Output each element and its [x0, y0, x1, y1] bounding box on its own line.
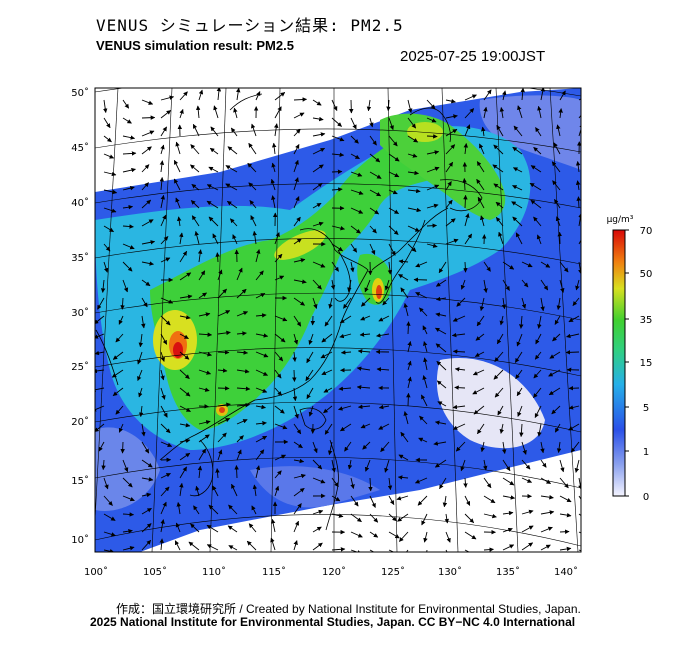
license-line: 2025 National Institute for Environmenta…	[90, 615, 575, 629]
lat-tick-label: 45˚	[71, 142, 89, 154]
wind-vector	[123, 442, 124, 453]
lat-tick-label: 50˚	[71, 87, 89, 99]
wind-vector	[408, 393, 409, 406]
lat-tick-label: 35˚	[71, 252, 89, 264]
colorbar-tick-label: 5	[643, 403, 649, 414]
wind-vector	[578, 197, 579, 208]
wind-vector	[332, 172, 342, 173]
lon-tick-label: 100˚	[84, 566, 108, 578]
latitude-axis: 50˚ 45˚ 40˚ 35˚ 30˚ 25˚ 20˚ 15˚ 10˚	[71, 87, 89, 546]
lon-tick-label: 110˚	[202, 566, 226, 578]
lat-tick-label: 25˚	[71, 361, 89, 373]
lat-tick-label: 30˚	[71, 307, 89, 319]
wind-vector	[427, 225, 437, 226]
wind-vector	[408, 322, 409, 334]
very-high-pm25-zone	[376, 285, 382, 299]
lat-tick-label: 20˚	[71, 416, 89, 428]
lat-tick-label: 40˚	[71, 197, 89, 209]
longitude-axis: 100˚ 105˚ 110˚ 115˚ 120˚ 125˚ 130˚ 135˚ …	[84, 566, 578, 578]
very-high-pm25-zone	[219, 407, 225, 413]
colorbar-tick-label: 1	[643, 447, 649, 458]
lon-tick-label: 115˚	[262, 566, 286, 578]
wind-vector	[560, 532, 569, 533]
wind-vector	[294, 370, 295, 382]
wind-vector	[218, 352, 229, 353]
wind-vector	[465, 262, 466, 272]
wind-vector	[427, 136, 437, 137]
lon-tick-label: 125˚	[381, 566, 405, 578]
wind-vector	[566, 352, 579, 353]
wind-vector	[199, 406, 209, 407]
colorbar-tick-label: 0	[643, 492, 649, 503]
colorbar-tick-label: 15	[640, 358, 653, 369]
lon-tick-label: 120˚	[322, 566, 346, 578]
lat-tick-label: 15˚	[71, 475, 89, 487]
wind-vector	[465, 195, 466, 208]
colorbar-tick-label: 50	[640, 269, 653, 280]
colorbar-scale	[613, 230, 625, 496]
wind-vector	[455, 387, 465, 388]
colorbar-tick-label: 70	[640, 226, 653, 237]
wind-vector	[218, 388, 229, 389]
wind-vector	[142, 118, 155, 119]
colorbar-tick-label: 35	[640, 315, 653, 326]
lon-tick-label: 135˚	[496, 566, 520, 578]
lon-tick-label: 130˚	[438, 566, 462, 578]
colorbar: μg/m³ 70 50 35 15 5 1 0	[607, 215, 653, 503]
lon-tick-label: 140˚	[554, 566, 578, 578]
lat-tick-label: 10˚	[71, 534, 89, 546]
wind-vector	[236, 466, 237, 479]
lon-tick-label: 105˚	[143, 566, 167, 578]
colorbar-unit: μg/m³	[607, 215, 634, 225]
